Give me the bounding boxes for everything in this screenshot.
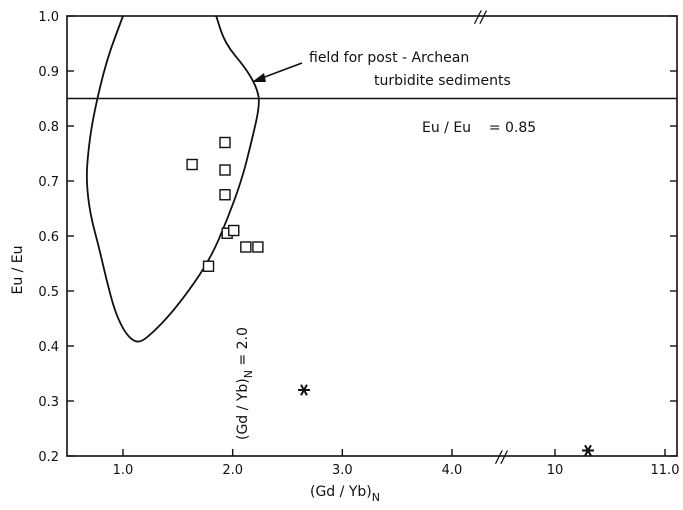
x-tick-label: 3.0	[332, 463, 353, 478]
x-tick-label: 10	[547, 463, 564, 478]
x-axis-title-main: (Gd / Yb)	[310, 484, 372, 500]
y-tick-label: 0.3	[38, 395, 59, 410]
data-point-square	[219, 189, 231, 201]
vertical-label-suffix: = 2.0	[235, 327, 251, 370]
y-tick-label: 0.9	[38, 65, 59, 80]
plot-frame	[66, 15, 678, 457]
y-tick-label: 0.7	[38, 175, 59, 190]
field-annotation-line2: turbidite sediments	[374, 73, 511, 89]
turbidite-field-outline	[85, 15, 260, 343]
y-tick-label: 1.0	[38, 10, 59, 25]
svg-text:(Gd / Yb)N = 2.0: (Gd / Yb)N = 2.0	[235, 327, 255, 440]
y-tick-label: 0.4	[38, 340, 59, 355]
y-tick-label: 0.8	[38, 120, 59, 135]
x-axis-ticks: 1.0 2.0 3.0 4.0 10 11.0	[113, 449, 680, 478]
data-point-square	[186, 158, 198, 171]
data-point-square	[240, 241, 252, 253]
data-point-square	[219, 136, 231, 149]
y-tick-label: 0.5	[38, 285, 59, 300]
vertical-label-sub: N	[242, 370, 255, 378]
x-axis-title: (Gd / Yb)N	[310, 484, 380, 504]
y-tick-label: 0.2	[38, 450, 59, 465]
x-tick-label: 2.0	[222, 463, 243, 478]
data-point-asterisk	[297, 384, 310, 396]
field-arrow-head	[252, 73, 266, 82]
vertical-label-main: (Gd / Yb)	[235, 378, 251, 440]
axis-break-bottom: //	[494, 447, 508, 466]
x-axis-title-sub: N	[372, 491, 380, 504]
x-tick-label: 4.0	[442, 463, 463, 478]
field-arrow-line	[261, 62, 303, 79]
field-annotation-line1: field for post - Archean	[309, 50, 469, 66]
data-point-asterisk	[582, 444, 594, 457]
data-markers	[186, 136, 594, 457]
x-tick-label: 11.0	[651, 463, 680, 478]
x-tick-label: 1.0	[113, 463, 134, 478]
data-point-square	[219, 164, 231, 176]
data-point-square	[202, 260, 215, 272]
axis-break-top: //	[473, 7, 487, 26]
y-axis-title-group: Eu / Eu	[10, 245, 26, 294]
y-axis-title: Eu / Eu	[10, 245, 26, 294]
data-point-square	[252, 241, 264, 253]
reference-line-label: Eu / Eu = 0.85	[422, 120, 536, 136]
data-point-square	[228, 224, 240, 237]
vertical-gdyb-label: (Gd / Yb)N = 2.0	[235, 327, 255, 440]
y-axis-ticks: 0.2 0.3 0.4 0.5 0.6 0.7 0.8 0.9 1.0	[38, 10, 677, 465]
y-tick-label: 0.6	[38, 230, 59, 245]
